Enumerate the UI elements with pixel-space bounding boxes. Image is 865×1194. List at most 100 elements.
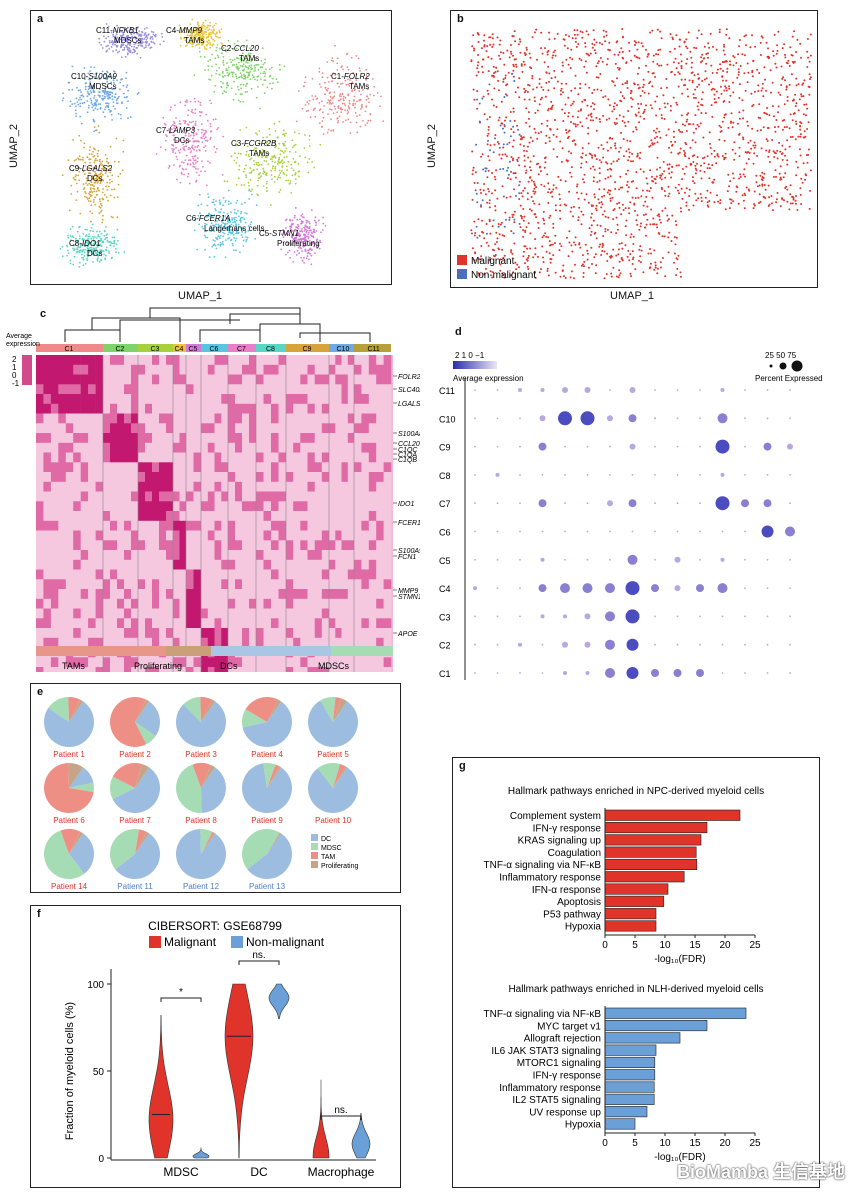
- dot-c9-lamp3: [744, 445, 746, 448]
- pie-patient-14: [44, 828, 94, 879]
- pathway-label-0-0: Complement system: [510, 811, 601, 822]
- dot-row-label-c1: C1: [439, 669, 451, 679]
- heat-legend-tick-0: 2: [12, 355, 17, 364]
- pie-legend-label-0: DC: [321, 836, 331, 843]
- dot-c11-cd163: [699, 389, 701, 391]
- pie-label-3: Patient 4: [251, 750, 283, 759]
- dot-c6-s100a9: [564, 530, 566, 533]
- heat-legend-title-1: Average: [6, 333, 32, 340]
- slice-mdsc: [175, 764, 202, 814]
- cluster-label-c9: C9-LGALS2: [69, 164, 113, 173]
- slice-mdsc: [135, 722, 156, 745]
- pies-e: Patient 1 Patient 2 Patient 3 Patient 4 Pati…: [44, 696, 358, 891]
- pathway-label-1-4: MTORC1 signaling: [517, 1058, 601, 1069]
- panel-b-label: b: [457, 13, 464, 25]
- dot-c2-fcgr3a: [605, 639, 615, 650]
- pie-legend-swatch-3: [311, 861, 318, 868]
- pathway-label-1-7: IL2 STAT5 signaling: [512, 1095, 601, 1106]
- dot-c1-ms4a4a: [673, 669, 682, 677]
- dot-c5-cd14: [627, 554, 638, 565]
- slice-mdsc: [69, 782, 94, 792]
- dot-row-label-c6: C6: [439, 528, 451, 538]
- size-legend-title: Percent Expressed: [755, 374, 823, 383]
- violin-title: CIBERSORT: GSE68799: [148, 919, 282, 933]
- dot-c4-s100a8: [582, 583, 593, 594]
- dot-row-label-c4: C4: [439, 584, 451, 594]
- slice-mdsc: [263, 763, 276, 788]
- panel-d-label: d: [455, 326, 462, 338]
- cluster-type-c5: Proliferating: [277, 239, 320, 248]
- gene-label-folr2: FOLR2: [398, 374, 420, 381]
- dot-c6-s100a8: [586, 530, 589, 533]
- slice-tam: [68, 696, 81, 722]
- slice-proliferating: [135, 764, 150, 788]
- violin-mdsc-malignant: [148, 1015, 174, 1159]
- dot-c6-vegfa: [519, 530, 521, 533]
- dot-c2-ido1: [496, 643, 499, 646]
- dot-c7-cd1e: [763, 499, 772, 508]
- dot-c4-s100a9: [560, 583, 570, 594]
- size-legend-ticks: 25 50 75: [765, 351, 797, 360]
- dot-c10-vegfa: [519, 417, 521, 420]
- heat-legend-tick-1: 1: [12, 363, 17, 372]
- dot-c2-cd163: [699, 643, 701, 646]
- cluster-bar-label-c4: C4: [175, 346, 184, 353]
- cluster-c2-points: [193, 39, 286, 110]
- dot-c5-s100a8: [586, 558, 589, 561]
- dot-c7-cd14: [628, 499, 637, 508]
- nonmalignant-points: [471, 72, 521, 239]
- slice-mdsc: [44, 830, 85, 879]
- dot-c1-lamp3: [744, 672, 746, 674]
- pie-legend-swatch-0: [311, 834, 318, 841]
- dot-c7-cd1c: [789, 502, 791, 505]
- dot-c6-cd1e: [761, 525, 774, 538]
- cluster-bar-label-c7: C7: [237, 346, 246, 353]
- gene-label-c1qb: C1QB: [398, 457, 417, 464]
- pathway-xtick-label-1-5: 25: [749, 1138, 761, 1149]
- watermark: BioMamba 生信基地: [676, 1162, 845, 1182]
- cluster-label-c2: C2-CCL20: [221, 44, 259, 53]
- dot-c3-fcgr3a: [605, 611, 615, 622]
- slice-proliferating: [135, 699, 150, 722]
- slice-dc: [69, 833, 94, 874]
- pathway-bar-1-5: [604, 1069, 656, 1081]
- pathway-bar-0-9: [604, 920, 657, 932]
- pie-legend-label-1: MDSC: [321, 845, 342, 852]
- slice-tam: [192, 762, 211, 788]
- size-legend-dot-75: [791, 360, 803, 372]
- dot-c1-lgmn: [651, 669, 659, 677]
- dot-c11-cd14: [629, 387, 636, 393]
- pie-patient-9: [242, 763, 293, 814]
- pathway-xtick-label-1-3: 15: [689, 1138, 701, 1149]
- gene-label-slc40a1: SLC40A1: [398, 387, 420, 394]
- dot-row-label-c11: C11: [439, 386, 455, 396]
- slice-proliferating: [201, 699, 216, 722]
- slice-tam: [110, 696, 147, 747]
- dot-c3-cd163: [699, 615, 701, 618]
- umap-a-plot: C1-FOLR2TAMsC2-CCL20TAMsC3-FCGR2BTAMsC4-…: [59, 18, 385, 268]
- dot-c9-ido1: [496, 445, 499, 448]
- cluster-c1-points: [296, 44, 385, 137]
- dot-c6-lgmn: [654, 530, 656, 533]
- malignant-points: [470, 28, 812, 280]
- dot-c7-il10: [474, 502, 476, 505]
- cluster-c6-points: [193, 189, 258, 259]
- pathway-bar-0-2: [604, 834, 702, 846]
- dot-row-label-c7: C7: [439, 499, 451, 509]
- slice-mdsc: [109, 776, 135, 800]
- cluster-c10-points: [61, 65, 140, 133]
- sig-label-0: *: [179, 987, 183, 998]
- slice-tam: [112, 762, 143, 788]
- legend-swatch-1: [457, 269, 467, 279]
- pathway-bar-1-0: [604, 1007, 747, 1019]
- dot-c5-vegfa: [519, 558, 521, 561]
- pathway-title-0: Hallmark pathways enriched in NPC-derive…: [508, 786, 764, 797]
- pie-patient-2: [110, 696, 160, 747]
- slice-dc: [242, 701, 293, 748]
- dot-c3-vegfa: [519, 615, 521, 618]
- pathway-xtick-label-0-5: 25: [749, 940, 761, 951]
- dot-c9-cd163: [699, 445, 701, 448]
- pathway-label-1-1: MYC target v1: [537, 1021, 601, 1032]
- dot-c4-tgfb1: [538, 584, 547, 593]
- pie-label-4: Patient 5: [317, 750, 349, 759]
